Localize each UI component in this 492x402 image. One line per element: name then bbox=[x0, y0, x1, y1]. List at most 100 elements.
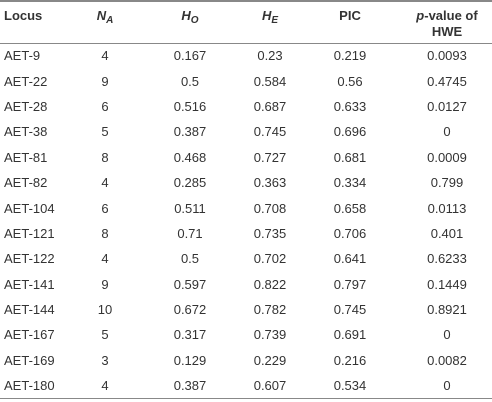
value-cell: 0.708 bbox=[253, 200, 287, 216]
value-cell: 4 bbox=[101, 378, 109, 394]
value-cell: 0.534 bbox=[333, 378, 367, 394]
table-row: AET-81 8 0.468 0.727 0.681 0.0009 bbox=[0, 145, 492, 170]
value-cell: 0.822 bbox=[253, 276, 287, 292]
header-text: H bbox=[261, 8, 272, 23]
header-text: N bbox=[96, 8, 107, 23]
value-cell: 0.516 bbox=[173, 98, 207, 114]
locus-cell: AET-9 bbox=[4, 48, 41, 64]
value-cell: 0.216 bbox=[333, 352, 367, 368]
value-cell: 4 bbox=[101, 251, 109, 267]
table-row: AET-28 6 0.516 0.687 0.633 0.0127 bbox=[0, 94, 492, 119]
value-cell: 9 bbox=[101, 73, 109, 89]
table-row: AET-169 3 0.129 0.229 0.216 0.0082 bbox=[0, 348, 492, 373]
value-cell: 0.5 bbox=[180, 73, 200, 89]
value-cell: 4 bbox=[101, 175, 109, 191]
value-cell: 0.71 bbox=[177, 225, 203, 241]
locus-cell: AET-141 bbox=[4, 276, 55, 292]
value-cell: 0.641 bbox=[333, 251, 367, 267]
value-cell: 0.681 bbox=[333, 149, 367, 165]
table-row: AET-122 4 0.5 0.702 0.641 0.6233 bbox=[0, 246, 492, 271]
value-cell: 0.56 bbox=[337, 73, 363, 89]
column-header: HO bbox=[138, 1, 242, 43]
table-row: AET-82 4 0.285 0.363 0.334 0.799 bbox=[0, 170, 492, 195]
locus-cell: AET-104 bbox=[4, 200, 55, 216]
value-cell: 0.387 bbox=[173, 124, 207, 140]
value-cell: 0.5 bbox=[180, 251, 200, 267]
value-cell: 8 bbox=[101, 149, 109, 165]
header-text: -value of HWE bbox=[424, 8, 478, 39]
header-text: H bbox=[181, 8, 191, 23]
column-header: PIC bbox=[298, 1, 402, 43]
table-row: AET-167 5 0.317 0.739 0.691 0 bbox=[0, 322, 492, 347]
value-cell: 0.0009 bbox=[427, 149, 467, 165]
header-text: PIC bbox=[339, 8, 361, 23]
value-cell: 0.1449 bbox=[427, 276, 467, 292]
value-cell: 0.8921 bbox=[427, 302, 467, 318]
column-header: HE bbox=[242, 1, 298, 43]
header-italic: p bbox=[416, 8, 425, 23]
value-cell: 0.0082 bbox=[427, 352, 467, 368]
value-cell: 0.584 bbox=[253, 73, 287, 89]
table-row: AET-121 8 0.71 0.735 0.706 0.401 bbox=[0, 221, 492, 246]
locus-cell: AET-180 bbox=[4, 378, 55, 394]
header-text-wrap: p-value of HWE bbox=[410, 8, 484, 40]
value-cell: 0.633 bbox=[333, 98, 367, 114]
column-header: Locus bbox=[0, 1, 72, 43]
value-cell: 0.745 bbox=[333, 302, 367, 318]
value-cell: 0.229 bbox=[253, 352, 287, 368]
value-cell: 0.597 bbox=[173, 276, 207, 292]
table-row: AET-38 5 0.387 0.745 0.696 0 bbox=[0, 119, 492, 144]
value-cell: 0.219 bbox=[333, 48, 367, 64]
value-cell: 0.702 bbox=[253, 251, 287, 267]
value-cell: 0.4745 bbox=[427, 73, 467, 89]
table-row: AET-141 9 0.597 0.822 0.797 0.1449 bbox=[0, 272, 492, 297]
value-cell: 0.387 bbox=[173, 378, 207, 394]
table-body: AET-9 4 0.167 0.23 0.219 0.0093 AET-22 9 0.5 0.58… bbox=[0, 43, 492, 399]
value-cell: 4 bbox=[101, 48, 109, 64]
value-cell: 5 bbox=[101, 327, 109, 343]
value-cell: 0.511 bbox=[174, 200, 206, 216]
value-cell: 0.799 bbox=[430, 175, 464, 191]
header-text: Locus bbox=[4, 8, 43, 23]
value-cell: 0.735 bbox=[253, 225, 287, 241]
value-cell: 0.607 bbox=[253, 378, 287, 394]
value-cell: 0.401 bbox=[430, 225, 464, 241]
locus-cell: AET-22 bbox=[4, 73, 48, 89]
value-cell: 6 bbox=[101, 98, 109, 114]
value-cell: 0.727 bbox=[253, 149, 287, 165]
locus-cell: AET-144 bbox=[4, 302, 55, 318]
value-cell: 6 bbox=[101, 200, 109, 216]
value-cell: 0.317 bbox=[173, 327, 207, 343]
value-cell: 9 bbox=[101, 276, 109, 292]
value-cell: 0.129 bbox=[173, 352, 207, 368]
locus-cell: AET-81 bbox=[4, 149, 48, 165]
value-cell: 0.691 bbox=[333, 327, 367, 343]
value-cell: 0.696 bbox=[333, 124, 367, 140]
value-cell: 5 bbox=[101, 124, 109, 140]
value-cell: 0.782 bbox=[253, 302, 287, 318]
value-cell: 0.672 bbox=[173, 302, 207, 318]
value-cell: 0.23 bbox=[257, 48, 283, 64]
value-cell: 0.687 bbox=[253, 98, 287, 114]
header-subscript: E bbox=[271, 15, 279, 26]
locus-cell: AET-122 bbox=[4, 251, 55, 267]
value-cell: 0 bbox=[443, 378, 451, 394]
value-cell: 0.0127 bbox=[427, 98, 467, 114]
value-cell: 0.706 bbox=[333, 225, 367, 241]
table-row: AET-144 10 0.672 0.782 0.745 0.8921 bbox=[0, 297, 492, 322]
locus-cell: AET-121 bbox=[4, 225, 55, 241]
table-row: AET-9 4 0.167 0.23 0.219 0.0093 bbox=[0, 43, 492, 68]
locus-cell: AET-38 bbox=[4, 124, 48, 140]
table-row: AET-180 4 0.387 0.607 0.534 0 bbox=[0, 373, 492, 399]
table-row: AET-104 6 0.511 0.708 0.658 0.0113 bbox=[0, 195, 492, 220]
value-cell: 10 bbox=[97, 302, 113, 318]
locus-cell: AET-28 bbox=[4, 98, 48, 114]
value-cell: 0.745 bbox=[253, 124, 287, 140]
value-cell: 0.167 bbox=[173, 48, 207, 64]
value-cell: 0.739 bbox=[253, 327, 287, 343]
locus-cell: AET-82 bbox=[4, 175, 48, 191]
header-row: Locus NA HO HE PIC p-value of HWE bbox=[0, 1, 492, 43]
value-cell: 0.334 bbox=[333, 175, 367, 191]
locus-cell: AET-167 bbox=[4, 327, 55, 343]
